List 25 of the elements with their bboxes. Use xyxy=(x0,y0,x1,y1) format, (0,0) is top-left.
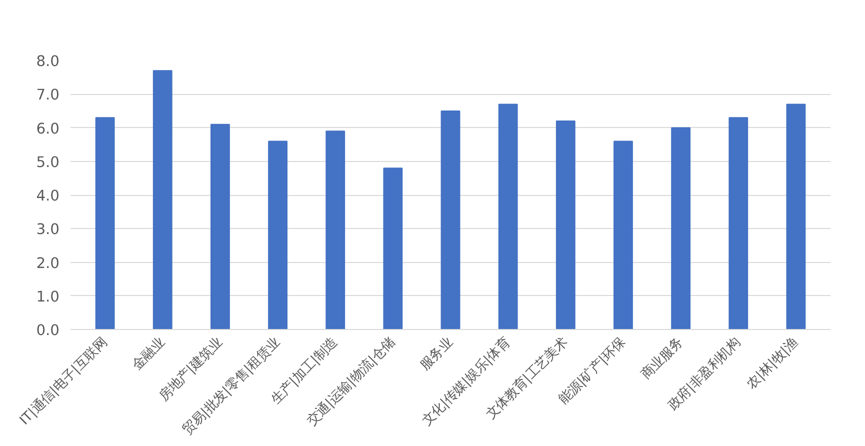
y-tick-label: 6.0 xyxy=(36,120,60,138)
x-tick-label: 服务业 xyxy=(418,335,456,374)
y-tick-label: 8.0 xyxy=(36,53,60,70)
bar xyxy=(671,127,691,330)
bar xyxy=(210,124,230,330)
bar xyxy=(498,104,518,330)
y-tick-label: 1.0 xyxy=(36,288,60,306)
bar xyxy=(614,140,633,330)
bar xyxy=(440,110,460,330)
bar xyxy=(556,120,576,330)
bar xyxy=(728,117,748,330)
bar xyxy=(383,168,403,330)
y-tick-label: 7.0 xyxy=(36,86,60,104)
bar xyxy=(268,140,288,330)
y-tick-label: 3.0 xyxy=(36,221,60,238)
x-tick-label: 商业服务 xyxy=(638,335,686,383)
x-tick-label: 金融业 xyxy=(130,335,168,374)
y-tick-label: 4.0 xyxy=(36,188,60,204)
bar xyxy=(786,104,806,330)
y-tick-label: 5.0 xyxy=(36,154,60,171)
bar xyxy=(95,117,115,330)
y-tick-label: 2.0 xyxy=(36,254,60,272)
bar xyxy=(326,130,346,330)
bar xyxy=(152,70,172,330)
x-tick-label: 农|林|牧|渔 xyxy=(744,335,802,392)
